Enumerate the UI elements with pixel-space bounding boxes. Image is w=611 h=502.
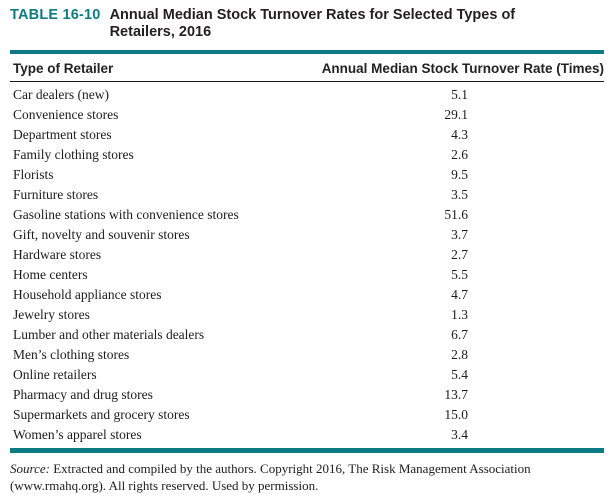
retailer-type-cell: Gasoline stations with convenience store… — [13, 207, 239, 222]
turnover-rate-cell: 3.5 — [451, 187, 468, 202]
turnover-rate-cell: 15.0 — [444, 407, 468, 422]
table-caption: TABLE 16-10 Annual Median Stock Turnover… — [0, 0, 611, 40]
table-row: Home centers 5.5 — [10, 265, 604, 285]
retailer-type-cell: Online retailers — [13, 367, 97, 382]
table-row: Jewelry stores 1.3 — [10, 305, 604, 325]
turnover-rate-cell: 9.5 — [451, 167, 468, 182]
retailer-type-cell: Pharmacy and drug stores — [13, 387, 153, 402]
table-row: Lumber and other materials dealers 6.7 — [10, 325, 604, 345]
turnover-rate-cell: 3.4 — [451, 427, 468, 442]
retailer-type-cell: Department stores — [13, 127, 112, 142]
turnover-rate-cell: 3.7 — [451, 227, 468, 242]
retailer-type-cell: Gift, novelty and souvenir stores — [13, 227, 190, 242]
turnover-rate-cell: 5.5 — [451, 267, 468, 282]
header-underline-rule — [10, 81, 604, 82]
turnover-rate-cell: 29.1 — [444, 107, 468, 122]
table-row: Household appliance stores 4.7 — [10, 285, 604, 305]
retailer-type-cell: Convenience stores — [13, 107, 119, 122]
table-row: Pharmacy and drug stores 13.7 — [10, 385, 604, 405]
table-row: Supermarkets and grocery stores 15.0 — [10, 405, 604, 425]
source-prefix-label: Source: — [10, 461, 50, 476]
retailer-type-cell: Hardware stores — [13, 247, 102, 262]
table-row: Gasoline stations with convenience store… — [10, 205, 604, 225]
source-note: Source: Extracted and compiled by the au… — [10, 461, 602, 494]
table-row: Family clothing stores 2.6 — [10, 145, 604, 165]
turnover-rate-cell: 6.7 — [451, 327, 468, 342]
retailer-type-cell: Car dealers (new) — [13, 87, 109, 102]
retailer-type-cell: Florists — [13, 167, 54, 182]
retailer-type-cell: Home centers — [13, 267, 88, 282]
bottom-accent-rule — [10, 448, 604, 453]
turnover-rate-cell: 13.7 — [444, 387, 468, 402]
table-row: Florists 9.5 — [10, 165, 604, 185]
turnover-rate-cell: 2.7 — [451, 247, 468, 262]
column-header-retailer-type: Type of Retailer — [13, 61, 114, 76]
retailer-type-cell: Women’s apparel stores — [13, 427, 142, 442]
turnover-rate-cell: 5.1 — [451, 87, 468, 102]
turnover-rate-cell: 4.7 — [451, 287, 468, 302]
table-title: Annual Median Stock Turnover Rates for S… — [109, 7, 516, 40]
retailer-type-cell: Jewelry stores — [13, 307, 90, 322]
column-header-row: Type of Retailer Annual Median Stock Tur… — [10, 61, 604, 76]
retailer-type-cell: Men’s clothing stores — [13, 347, 130, 362]
retailer-type-cell: Lumber and other materials dealers — [13, 327, 205, 342]
turnover-rate-cell: 51.6 — [444, 207, 468, 222]
table-row: Furniture stores 3.5 — [10, 185, 604, 205]
table-row: Online retailers 5.4 — [10, 365, 604, 385]
table-row: Convenience stores 29.1 — [10, 105, 604, 125]
table-row: Gift, novelty and souvenir stores 3.7 — [10, 225, 604, 245]
table-row: Department stores 4.3 — [10, 125, 604, 145]
turnover-rate-cell: 2.8 — [451, 347, 468, 362]
top-accent-rule — [10, 50, 604, 54]
table-row: Hardware stores 2.7 — [10, 245, 604, 265]
turnover-rate-cell: 2.6 — [451, 147, 468, 162]
retailer-type-cell: Supermarkets and grocery stores — [13, 407, 190, 422]
table-row: Men’s clothing stores 2.8 — [10, 345, 604, 365]
table-number-label: TABLE 16-10 — [10, 7, 101, 23]
retailer-type-cell: Furniture stores — [13, 187, 99, 202]
source-text: Extracted and compiled by the authors. C… — [10, 461, 531, 493]
table-row: Car dealers (new) 5.1 — [10, 85, 604, 105]
table-body: Car dealers (new) 5.1 Convenience stores… — [10, 82, 604, 445]
turnover-rate-cell: 4.3 — [451, 127, 468, 142]
turnover-rate-cell: 5.4 — [451, 367, 468, 382]
table-row: Women’s apparel stores 3.4 — [10, 425, 604, 445]
column-header-turnover-rate: Annual Median Stock Turnover Rate (Times… — [321, 61, 604, 76]
retailer-type-cell: Family clothing stores — [13, 147, 134, 162]
turnover-rate-cell: 1.3 — [451, 307, 468, 322]
retailer-type-cell: Household appliance stores — [13, 287, 162, 302]
